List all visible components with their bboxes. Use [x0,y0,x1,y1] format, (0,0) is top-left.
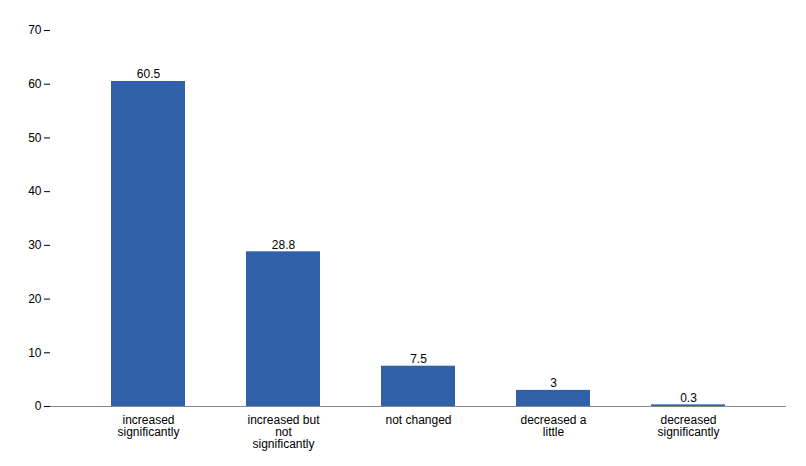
svg-text:increased butnotsignificantly: increased butnotsignificantly [247,413,320,451]
svg-text:60.5: 60.5 [137,67,161,81]
svg-text:3: 3 [550,376,557,390]
svg-text:10: 10 [28,346,42,360]
svg-text:not changed: not changed [385,413,451,427]
svg-text:decreasedsignificantly: decreasedsignificantly [657,413,719,439]
svg-text:30: 30 [28,238,42,252]
svg-text:decreased alittle: decreased alittle [520,413,586,439]
svg-text:28.8: 28.8 [272,238,296,252]
svg-text:60: 60 [28,77,42,91]
svg-text:20: 20 [28,292,42,306]
svg-text:0.3: 0.3 [680,391,697,405]
svg-text:50: 50 [28,131,42,145]
svg-text:7.5: 7.5 [410,352,427,366]
svg-text:70: 70 [28,23,42,37]
svg-text:0: 0 [35,399,42,413]
svg-text:40: 40 [28,184,42,198]
svg-text:increasedsignificantly: increasedsignificantly [117,413,179,439]
